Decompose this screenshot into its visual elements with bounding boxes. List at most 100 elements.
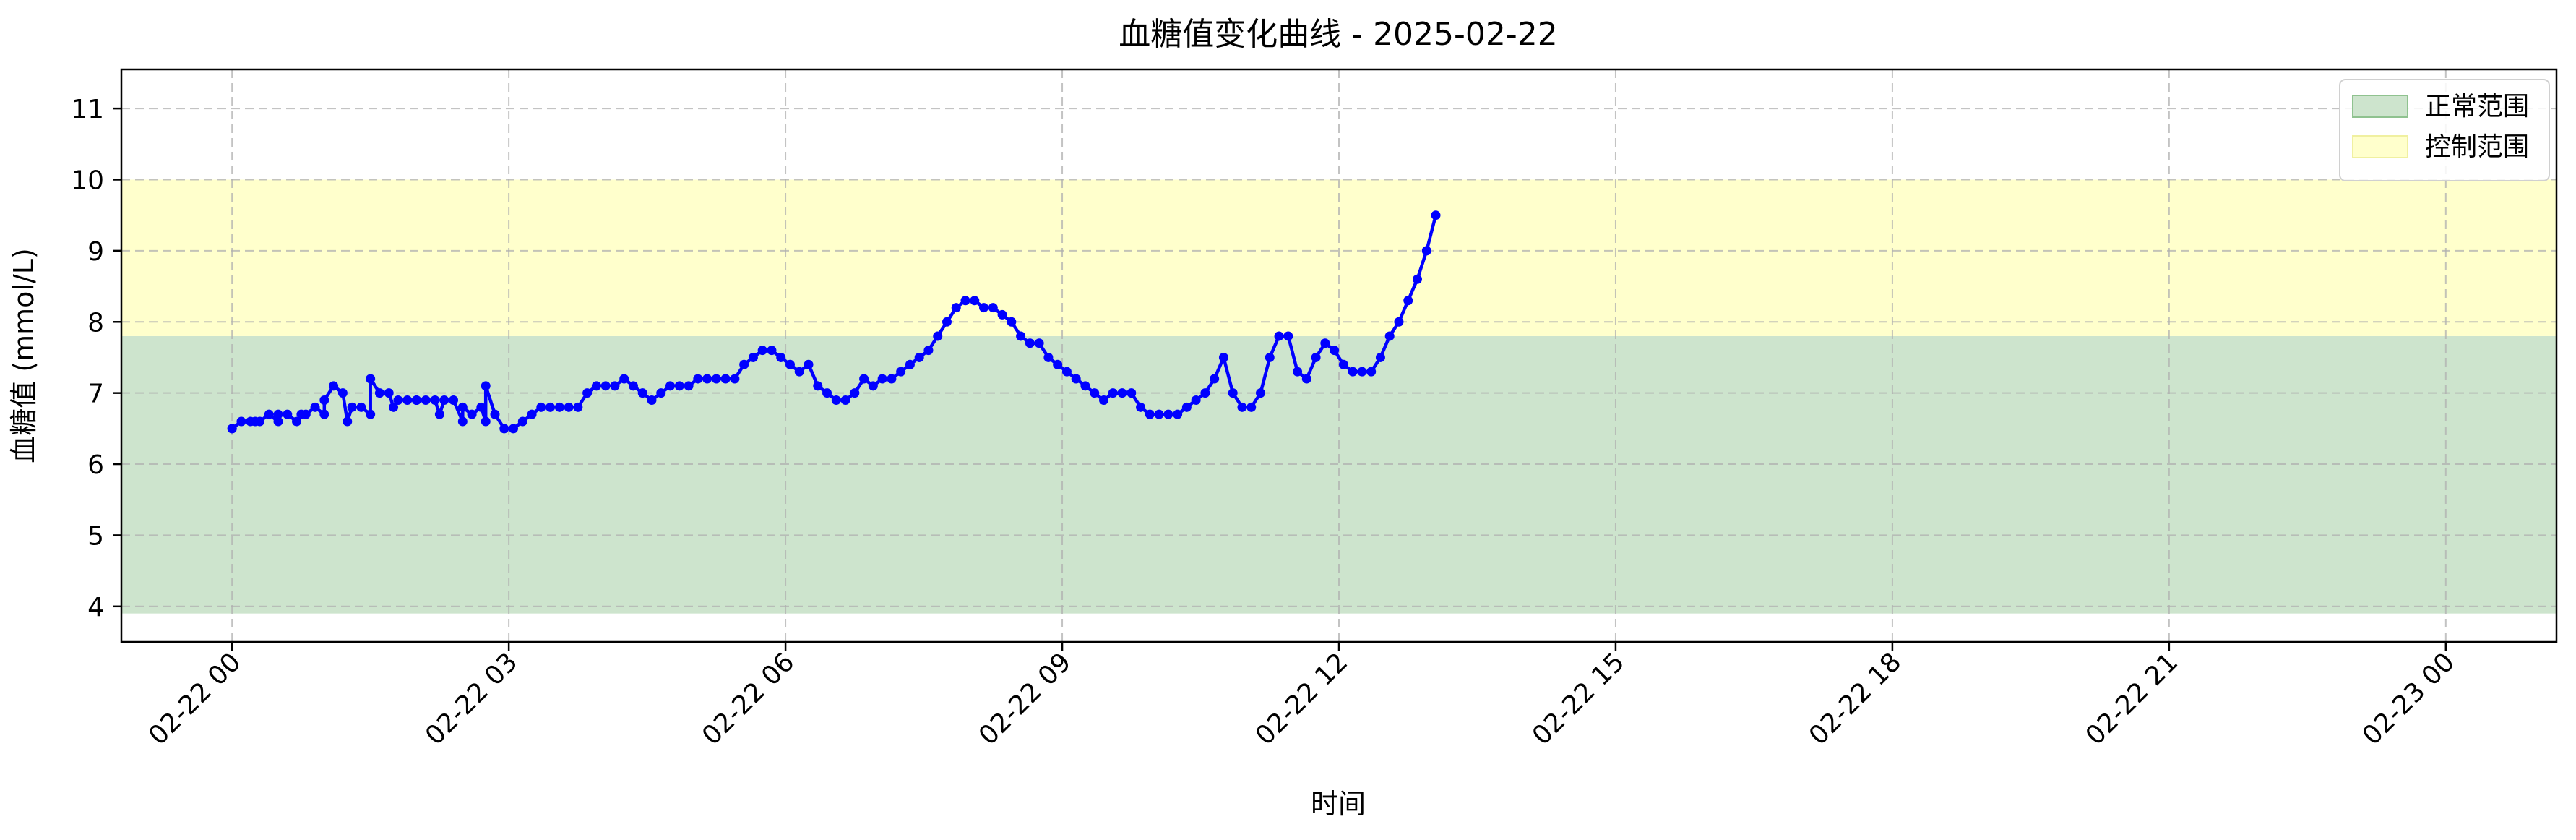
y-tick-label: 5 [87,521,104,551]
data-point [905,359,915,369]
data-point [1330,346,1340,356]
data-point [859,374,869,384]
data-point [813,381,823,391]
data-point [1338,359,1348,369]
data-point [384,388,394,398]
data-point [951,303,961,313]
data-point [591,381,601,391]
data-point [319,409,329,419]
data-point [449,395,459,405]
data-point [1034,338,1044,348]
data-point [227,424,237,434]
data-point [457,416,468,427]
data-point [850,388,860,398]
data-point [1246,402,1257,412]
data-point [1403,296,1413,306]
data-point [374,388,384,398]
data-point [347,402,357,412]
data-point [647,395,657,405]
y-tick-label: 11 [71,95,104,124]
data-point [402,395,413,405]
data-point [739,359,749,369]
data-point [600,381,611,391]
data-point [1145,409,1155,419]
data-point [1210,374,1220,384]
data-point [1413,274,1423,284]
data-point [1265,352,1275,362]
data-point [868,381,878,391]
data-point [1043,352,1054,362]
data-point [1016,331,1026,341]
grid-lines [121,69,2556,642]
legend-swatch-2 [2352,135,2408,158]
data-point [481,381,491,391]
data-point [767,346,777,356]
data-point [619,374,629,384]
data-point [546,402,556,412]
data-point [1061,367,1072,377]
data-point [283,409,293,419]
data-point [1311,352,1321,362]
data-point [988,303,998,313]
data-point [942,317,952,327]
data-point [665,381,676,391]
data-point [573,402,583,412]
data-point [1136,402,1146,412]
data-point [1274,331,1284,341]
data-point [628,381,638,391]
data-point [467,409,477,419]
data-point [1255,388,1265,398]
data-point [582,388,593,398]
data-point [1108,388,1118,398]
data-point [236,416,246,427]
data-point [656,388,666,398]
data-point [914,352,924,362]
data-point [1090,388,1100,398]
data-point [684,381,694,391]
data-point [997,309,1007,320]
y-tick-label: 9 [87,237,104,267]
data-point [960,296,970,306]
data-point [389,402,399,412]
data-point [366,374,376,384]
data-point [1181,402,1192,412]
data-point [329,381,339,391]
data-point [564,402,574,412]
data-point [979,303,989,313]
data-point [1431,210,1441,220]
data-point [527,409,537,419]
data-point [517,416,527,427]
data-point [1127,388,1137,398]
data-point [490,409,500,419]
legend-swatch-1 [2352,95,2408,118]
data-point [301,409,311,419]
data-point [1025,338,1035,348]
data-point [748,352,758,362]
data-point [337,388,348,398]
data-point [481,416,491,427]
data-point [1320,338,1330,348]
data-point [264,409,274,419]
data-point [1163,409,1173,419]
data-point [720,374,731,384]
data-point [439,395,449,405]
data-point [702,374,712,384]
data-point [757,346,767,356]
data-point [896,367,906,377]
legend-label-1: 正常范围 [2425,92,2529,121]
data-point [970,296,980,306]
data-point [1080,381,1090,391]
data-point [1218,352,1228,362]
y-axis-ticks: 4 5 6 7 8 9 10 11 [71,95,121,622]
data-point [476,402,486,412]
data-point [1375,352,1385,362]
data-point [310,402,320,412]
y-tick-label: 8 [87,308,104,338]
data-point [1098,395,1108,405]
data-point [430,395,440,405]
data-point [804,359,814,369]
y-axis-label: 血糖值 (mmol/L) [8,248,40,463]
data-point [1357,367,1367,377]
data-point [1007,317,1017,327]
data-point [366,409,376,419]
